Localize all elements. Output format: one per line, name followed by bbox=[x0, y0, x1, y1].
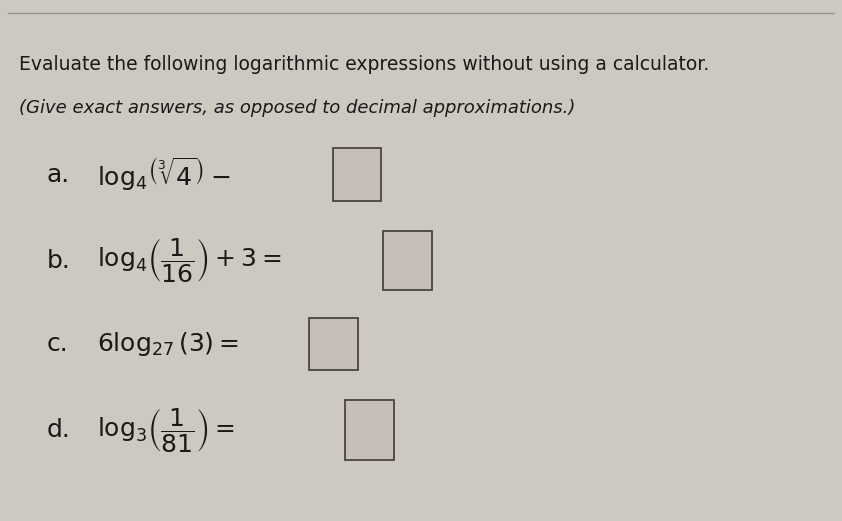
Text: Evaluate the following logarithmic expressions without using a calculator.: Evaluate the following logarithmic expre… bbox=[19, 55, 709, 73]
Text: a.: a. bbox=[46, 163, 70, 187]
Text: $\log_4\!\left(\sqrt[3]{4}\right) -$: $\log_4\!\left(\sqrt[3]{4}\right) -$ bbox=[97, 156, 230, 193]
Text: $\log_3\!\left(\dfrac{1}{81}\right) =$: $\log_3\!\left(\dfrac{1}{81}\right) =$ bbox=[97, 406, 235, 454]
Text: (Give exact answers, as opposed to decimal approximations.): (Give exact answers, as opposed to decim… bbox=[19, 99, 575, 117]
Text: $\log_4\!\left(\dfrac{1}{16}\right) + 3 =$: $\log_4\!\left(\dfrac{1}{16}\right) + 3 … bbox=[97, 237, 281, 284]
Text: b.: b. bbox=[46, 249, 70, 272]
Text: c.: c. bbox=[46, 332, 68, 356]
Text: d.: d. bbox=[46, 418, 70, 442]
Text: $6\log_{27}(3) =$: $6\log_{27}(3) =$ bbox=[97, 330, 238, 358]
